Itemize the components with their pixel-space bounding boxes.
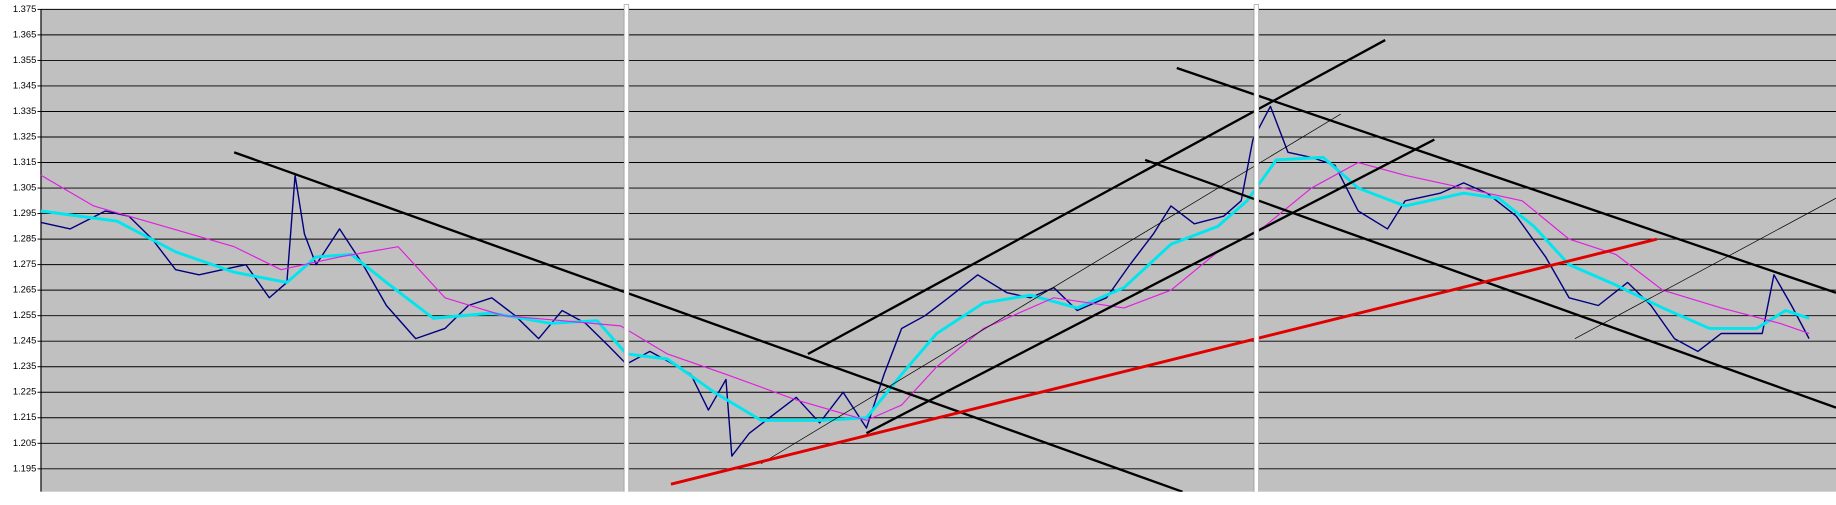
y-tick-label: 1.255 (13, 310, 36, 320)
y-tick-label: 1.355 (13, 55, 36, 65)
series-line (1176, 66, 1836, 294)
grid: 1.195 1.205 1.215 1.225 1.235 1.245 1.255 1.265… (13, 4, 1836, 473)
series-line (40, 105, 1810, 457)
bottom-strip (0, 491, 1836, 500)
y-tick-label: 1.205 (13, 438, 36, 448)
y-tick-label: 1.335 (13, 106, 36, 116)
y-tick-label: 1.365 (13, 29, 36, 39)
series-line (865, 138, 1435, 435)
y-tick-label: 1.285 (13, 234, 36, 244)
y-tick-label: 1.325 (13, 131, 36, 141)
series-line (233, 151, 1184, 493)
y-tick-label: 1.235 (13, 361, 36, 371)
y-tick-label: 1.245 (13, 336, 36, 346)
y-tick-label: 1.275 (13, 259, 36, 269)
y-tick-label: 1.215 (13, 412, 36, 422)
series-line (807, 39, 1386, 356)
y-tick-label: 1.315 (13, 157, 36, 167)
y-tick-label: 1.265 (13, 285, 36, 295)
panel-divider (1253, 4, 1260, 497)
y-tick-label: 1.195 (13, 463, 36, 473)
y-tick-label: 1.295 (13, 208, 36, 218)
series-line (760, 113, 1341, 464)
y-tick-label: 1.225 (13, 387, 36, 397)
series-line (1574, 197, 1836, 339)
y-tick-label: 1.345 (13, 80, 36, 90)
plot-area (40, 9, 1836, 492)
marks (40, 39, 1836, 493)
series-line (40, 161, 1810, 421)
series-line (670, 237, 1658, 486)
panel-divider (623, 4, 630, 497)
series-line (1144, 158, 1836, 409)
y-tick-label: 1.375 (13, 4, 36, 14)
y-tick-label: 1.305 (13, 183, 36, 193)
series-line (40, 155, 1810, 422)
